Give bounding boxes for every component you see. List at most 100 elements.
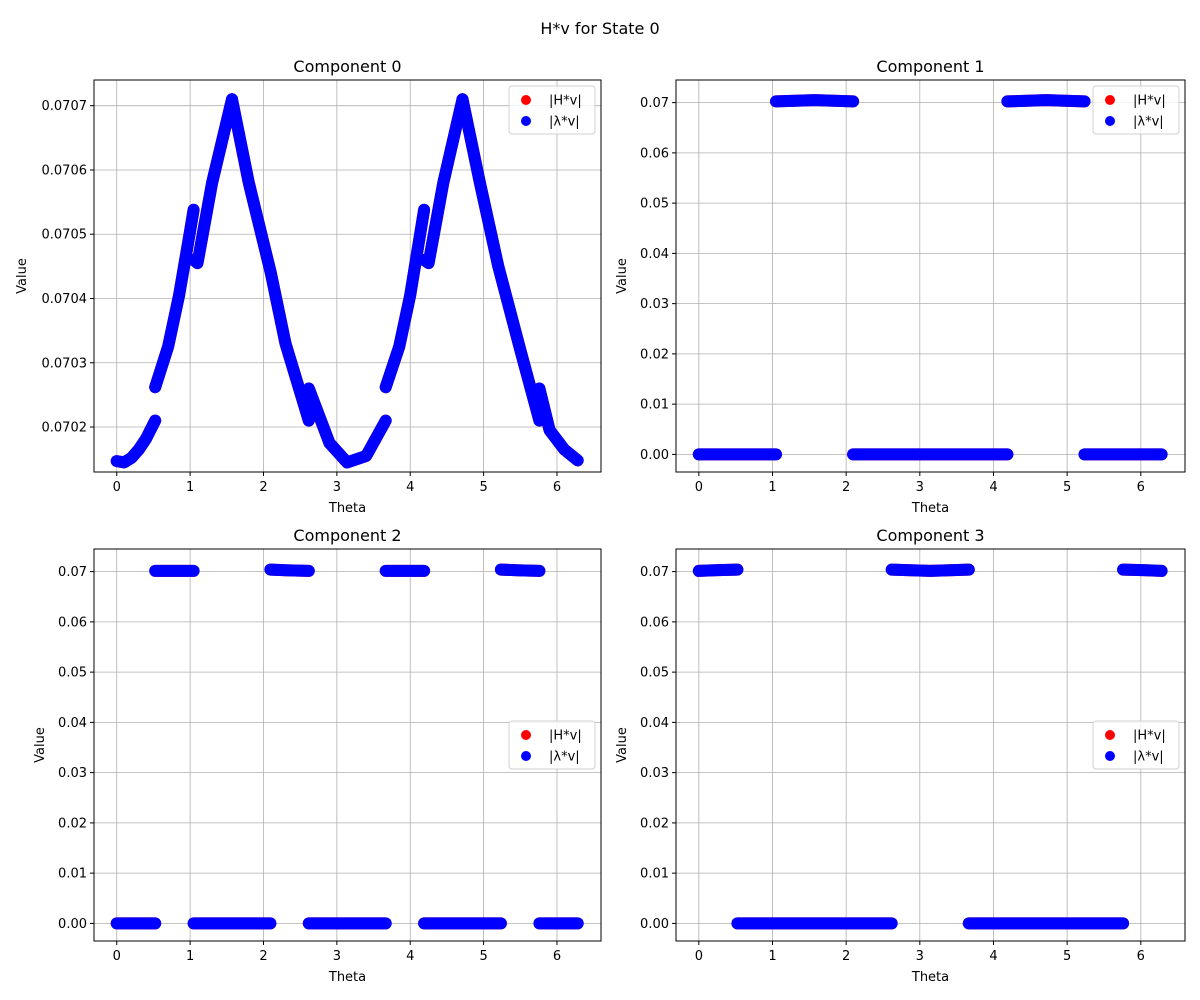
y-tick-label: 0.04 bbox=[640, 716, 669, 731]
y-axis-label: Value bbox=[33, 727, 48, 763]
subplot-title: Component 3 bbox=[876, 526, 984, 545]
series-1-segment-6 bbox=[418, 93, 469, 270]
y-tick-label: 0.04 bbox=[58, 716, 87, 731]
y-tick-label: 0.01 bbox=[640, 398, 669, 413]
subplot-component-2: 0 1 2 3 4 5 6 0.00 0.01 0.02 0.03 0.04 0.05 0.06 0.07 C… bbox=[33, 526, 602, 985]
series-1-segment-1 bbox=[770, 94, 860, 108]
subplot-component-0: 0 1 2 3 4 5 6 0.0702 0.0703 0.0704 0.0705 0.0706 0.0… bbox=[15, 57, 602, 516]
y-tick-label: 0.01 bbox=[58, 867, 87, 882]
subplot-title: Component 0 bbox=[293, 57, 401, 76]
x-tick-label: 3 bbox=[916, 949, 924, 964]
legend-marker bbox=[521, 751, 531, 761]
y-tick-label: 0.0704 bbox=[42, 292, 88, 307]
x-tick-label: 4 bbox=[989, 949, 997, 964]
axes-frame bbox=[93, 548, 602, 942]
legend-marker bbox=[521, 730, 531, 740]
x-tick-label: 4 bbox=[989, 480, 997, 495]
series-1-segment-2 bbox=[187, 93, 238, 270]
legend-marker bbox=[1105, 116, 1115, 126]
x-tick-label: 0 bbox=[695, 949, 703, 964]
series-1-segment-0 bbox=[110, 414, 162, 469]
y-tick-label: 0.05 bbox=[640, 197, 669, 212]
y-tick-label: 0.00 bbox=[58, 917, 87, 932]
x-tick-label: 0 bbox=[113, 949, 121, 964]
y-tick-label: 0.07 bbox=[640, 565, 669, 580]
axes-frame bbox=[93, 79, 602, 473]
y-tick-label: 0.0705 bbox=[42, 228, 88, 243]
y-tick-label: 0.04 bbox=[640, 247, 669, 262]
legend-entry-label: |λ*v| bbox=[549, 115, 580, 130]
y-tick-label: 0.0703 bbox=[42, 356, 88, 371]
x-tick-label: 2 bbox=[259, 480, 267, 495]
legend: |H*v| |λ*v| bbox=[508, 85, 596, 135]
y-tick-label: 0.00 bbox=[640, 448, 669, 463]
series-1-segment-4 bbox=[1117, 563, 1168, 577]
y-tick-label: 0.03 bbox=[640, 766, 669, 781]
data-points bbox=[692, 563, 1168, 930]
legend-marker bbox=[1105, 751, 1115, 761]
x-tick-label: 5 bbox=[1063, 949, 1071, 964]
y-axis-label: Value bbox=[615, 727, 630, 763]
y-tick-label: 0.06 bbox=[640, 615, 669, 630]
x-tick-label: 1 bbox=[186, 480, 194, 495]
series-1-segment-7 bbox=[456, 93, 546, 427]
y-tick-label: 0.00 bbox=[640, 917, 669, 932]
x-tick-label: 4 bbox=[406, 480, 414, 495]
y-axis-label: Value bbox=[615, 258, 630, 294]
subplot-component-1: 0 1 2 3 4 5 6 0.00 0.01 0.02 0.03 0.04 0.05 0.06 0.07 C… bbox=[615, 57, 1186, 516]
y-tick-label: 0.05 bbox=[58, 666, 87, 681]
x-tick-label: 6 bbox=[1137, 480, 1145, 495]
series-1-segment-2 bbox=[885, 563, 975, 577]
data-points bbox=[110, 563, 584, 930]
series-1-segment-3 bbox=[1001, 94, 1091, 108]
y-tick-label: 0.0702 bbox=[42, 421, 88, 436]
y-tick-label: 0.07 bbox=[640, 96, 669, 111]
x-tick-label: 2 bbox=[842, 949, 850, 964]
legend-entry-label: |H*v| bbox=[1133, 729, 1166, 744]
figure-title: H*v for State 0 bbox=[540, 19, 659, 38]
x-tick-label: 3 bbox=[333, 949, 341, 964]
x-tick-label: 0 bbox=[695, 480, 703, 495]
legend: |H*v| |λ*v| bbox=[1092, 720, 1180, 770]
series-1-segment-8 bbox=[533, 382, 584, 467]
series-1-segment-1 bbox=[149, 203, 200, 394]
y-tick-label: 0.06 bbox=[640, 146, 669, 161]
y-tick-label: 0.05 bbox=[640, 666, 669, 681]
axes-frame bbox=[675, 548, 1186, 942]
x-tick-label: 2 bbox=[842, 480, 850, 495]
x-tick-label: 0 bbox=[113, 480, 121, 495]
x-tick-label: 6 bbox=[553, 480, 561, 495]
x-tick-label: 6 bbox=[553, 949, 561, 964]
series-1-segment-3 bbox=[264, 563, 315, 577]
x-axis-label: Theta bbox=[911, 970, 949, 985]
legend-entry-label: |λ*v| bbox=[1133, 750, 1164, 765]
legend-entry-label: |H*v| bbox=[1133, 94, 1166, 109]
subplot-title: Component 1 bbox=[876, 57, 984, 76]
x-tick-label: 5 bbox=[479, 480, 487, 495]
series-1-segment-7 bbox=[494, 563, 546, 577]
legend-marker bbox=[1105, 730, 1115, 740]
legend-marker bbox=[521, 116, 531, 126]
x-tick-label: 1 bbox=[768, 949, 776, 964]
y-tick-label: 0.02 bbox=[640, 347, 669, 362]
legend: |H*v| |λ*v| bbox=[1092, 85, 1180, 135]
plot-area bbox=[676, 80, 1185, 472]
x-tick-label: 1 bbox=[768, 480, 776, 495]
x-tick-label: 6 bbox=[1137, 949, 1145, 964]
series-1-segment-5 bbox=[379, 203, 431, 394]
y-tick-label: 0.0707 bbox=[42, 99, 88, 114]
x-axis-label: Theta bbox=[328, 501, 366, 516]
x-axis-label: Theta bbox=[328, 970, 366, 985]
legend-entry-label: |H*v| bbox=[549, 94, 582, 109]
series-1-segment-0 bbox=[692, 563, 744, 577]
series-1-segment-3 bbox=[226, 93, 315, 427]
data-points bbox=[110, 93, 584, 469]
y-tick-label: 0.0706 bbox=[42, 163, 88, 178]
y-tick-label: 0.02 bbox=[640, 816, 669, 831]
subplot-component-3: 0 1 2 3 4 5 6 0.00 0.01 0.02 0.03 0.04 0.05 0.06 0.07 C… bbox=[615, 526, 1186, 985]
x-tick-label: 3 bbox=[333, 480, 341, 495]
axes-frame bbox=[675, 79, 1186, 473]
x-tick-label: 1 bbox=[186, 949, 194, 964]
x-tick-label: 2 bbox=[259, 949, 267, 964]
